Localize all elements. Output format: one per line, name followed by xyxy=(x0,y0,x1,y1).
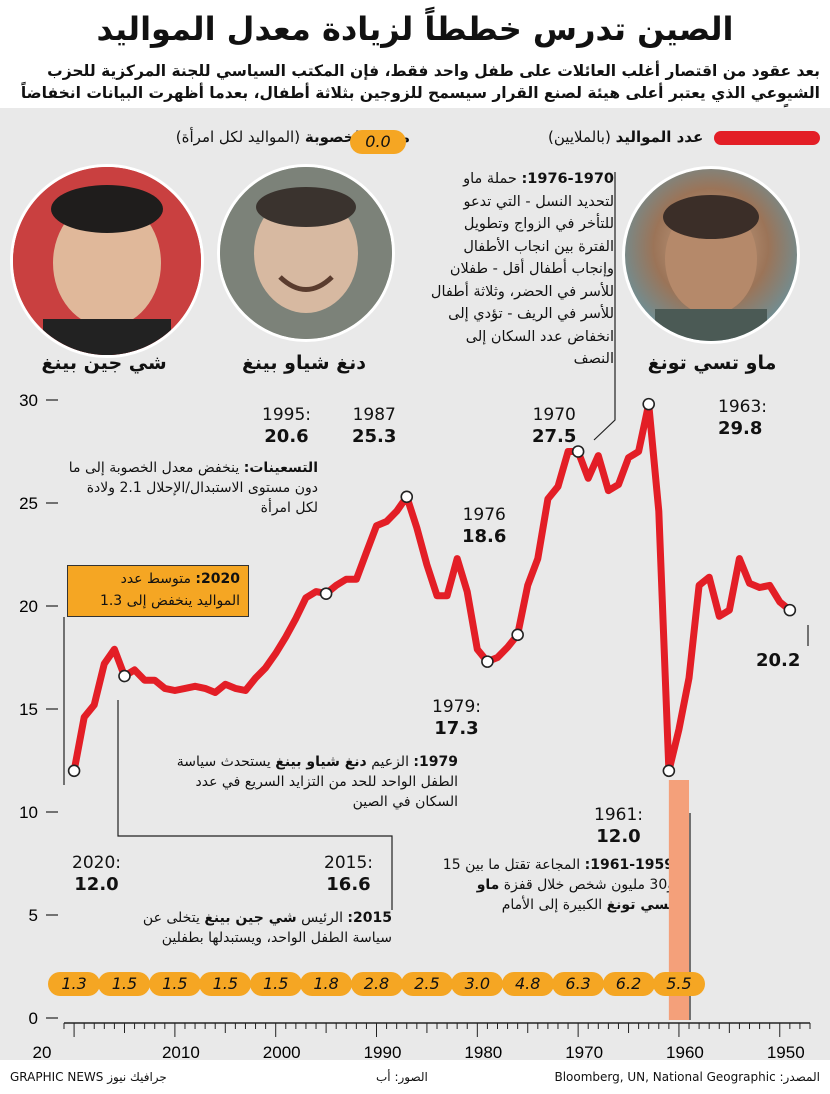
annotation-1979: 1979: الزعيم دنغ شياو بينغ يستحدث سياسة … xyxy=(168,752,458,812)
leader-name-xi: شي جين بينغ xyxy=(41,352,167,374)
annotation-famine-text1: المجاعة تقتل ما بين 15 و30 مليون شخص خلا… xyxy=(442,857,674,893)
legend-line-swatch xyxy=(714,130,820,145)
annotation-2020-box: 2020: متوسط عدد المواليد ينخفض إلى 1.3 xyxy=(67,565,249,617)
callout-latest: 20.2 xyxy=(756,650,800,672)
annotation-1970-1976-year: 1976-1970: xyxy=(521,171,614,187)
fertility-badge-2000: 1.5 xyxy=(249,972,302,996)
callout-1979-value: 17.3 xyxy=(434,718,479,739)
annotation-2020-head: 2020: xyxy=(195,571,240,587)
callout-1963: 1963: 29.8 xyxy=(718,396,767,440)
fertility-badge-1965: 6.2 xyxy=(602,972,655,996)
callout-1979-year: 1979: xyxy=(432,697,481,717)
annotation-2015-head: 2015: xyxy=(347,910,392,926)
callout-2020: 2020: 12.0 xyxy=(72,852,121,896)
page-title: الصين تدرس خططاً لزيادة معدل المواليد xyxy=(96,10,734,48)
callout-2020-value: 12.0 xyxy=(74,874,119,895)
callout-1976-year: 1976 xyxy=(462,505,506,525)
callout-2015-value: 16.6 xyxy=(326,874,371,895)
callout-1970: 1970 27.5 xyxy=(532,404,576,448)
legend-births: عدد المواليد (بالملايين) xyxy=(548,128,820,146)
callout-2020-year: 2020: xyxy=(72,853,121,873)
callout-1987-year: 1987 xyxy=(352,405,396,425)
callout-1995-value: 20.6 xyxy=(264,426,309,447)
xi-face-icon xyxy=(13,167,201,355)
fertility-badge-2015: 1.5 xyxy=(98,972,151,996)
callout-1970-value: 27.5 xyxy=(532,426,577,447)
annotation-nineties: التسعينات: ينخفض معدل الخصوبة إلى ما دون… xyxy=(68,458,318,518)
callout-1961-year: 1961: xyxy=(594,805,643,825)
fertility-badge-1970: 6.3 xyxy=(552,972,605,996)
legend-fertility-badge: 0.0 xyxy=(350,130,406,154)
fertility-badge-1980: 3.0 xyxy=(451,972,504,996)
annotation-1970-1976-text: حملة ماو لتحديد النسل - التي تدعو للتأخر… xyxy=(430,171,614,367)
portrait-xi xyxy=(10,164,204,358)
callout-1976-value: 18.6 xyxy=(462,526,507,547)
callout-1963-year: 1963: xyxy=(718,397,767,417)
annotation-1979-head: 1979: xyxy=(413,754,458,770)
callout-1995: 1995: 20.6 xyxy=(262,404,311,448)
fertility-badge-2010: 1.5 xyxy=(148,972,201,996)
callout-1961: 1961: 12.0 xyxy=(594,804,643,848)
legend-fertility-unit: (المواليد لكل امرأة) xyxy=(175,128,301,146)
annotation-famine-name: ماو تسي تونغ xyxy=(476,877,674,913)
callout-1970-year: 1970 xyxy=(532,405,576,425)
fertility-badge-1990: 2.8 xyxy=(350,972,403,996)
callout-1961-value: 12.0 xyxy=(596,826,641,847)
annotation-1979-pre: الزعيم xyxy=(371,754,409,770)
portrait-mao xyxy=(622,166,800,344)
annotation-2015-text: يتخلى عن سياسة الطفل الواحد، ويستبدلها ب… xyxy=(142,910,392,946)
leader-name-mao: ماو تسي تونغ xyxy=(647,352,777,374)
footer-source-text: Bloomberg, UN, National Geographic xyxy=(554,1070,776,1084)
callout-latest-value: 20.2 xyxy=(756,650,801,671)
annotation-1970-1976: 1976-1970: حملة ماو لتحديد النسل - التي … xyxy=(426,168,614,371)
footer-photos: الصور: أب xyxy=(376,1070,428,1084)
annotation-famine: 1961-1959: المجاعة تقتل ما بين 15 و30 مل… xyxy=(440,855,674,915)
callout-1976: 1976 18.6 xyxy=(462,504,506,548)
footer-brand-ar: جرافيك نيوز xyxy=(107,1070,167,1084)
callout-1987: 1987 25.3 xyxy=(352,404,396,448)
deng-face-icon xyxy=(220,167,392,339)
legend-births-label: عدد المواليد xyxy=(615,128,704,146)
annotation-2015: 2015: الرئيس شي جين بينغ يتخلى عن سياسة … xyxy=(110,908,392,948)
callout-1979: 1979: 17.3 xyxy=(432,696,481,740)
callout-1987-value: 25.3 xyxy=(352,426,397,447)
fertility-badge-2020: 1.3 xyxy=(48,972,101,996)
fertility-badge-1975: 4.8 xyxy=(501,972,554,996)
fertility-badge-1985: 2.5 xyxy=(400,972,453,996)
fertility-badge-2005: 1.5 xyxy=(199,972,252,996)
callout-1963-value: 29.8 xyxy=(718,418,763,439)
mao-face-icon xyxy=(655,195,767,341)
footer-source-label: المصدر: xyxy=(779,1070,820,1084)
annotation-2015-name: شي جين بينغ xyxy=(204,910,297,926)
annotation-2015-pre: الرئيس xyxy=(301,910,343,926)
annotation-famine-head: 1961-1959: xyxy=(584,857,674,873)
callout-2015-year: 2015: xyxy=(324,853,373,873)
footer: المصدر: Bloomberg, UN, National Geograph… xyxy=(0,1066,830,1092)
callout-1995-year: 1995: xyxy=(262,405,311,425)
annotation-nineties-head: التسعينات: xyxy=(243,460,318,476)
footer-brand: GRAPHIC NEWS جرافيك نيوز xyxy=(10,1070,167,1084)
annotation-famine-text2: الكبيرة إلى الأمام xyxy=(501,897,603,913)
footer-brand-en: GRAPHIC NEWS xyxy=(10,1070,104,1084)
legend-births-unit: (بالملايين) xyxy=(548,128,611,146)
annotation-1979-name: دنغ شياو بينغ xyxy=(275,754,367,770)
footer-source: المصدر: Bloomberg, UN, National Geograph… xyxy=(554,1070,820,1084)
portrait-deng xyxy=(217,164,395,342)
callout-2015: 2015: 16.6 xyxy=(324,852,373,896)
fertility-badge-1960: 5.5 xyxy=(652,972,705,996)
leader-name-deng: دنغ شياو بينغ xyxy=(241,352,367,374)
fertility-badge-1995: 1.8 xyxy=(300,972,353,996)
